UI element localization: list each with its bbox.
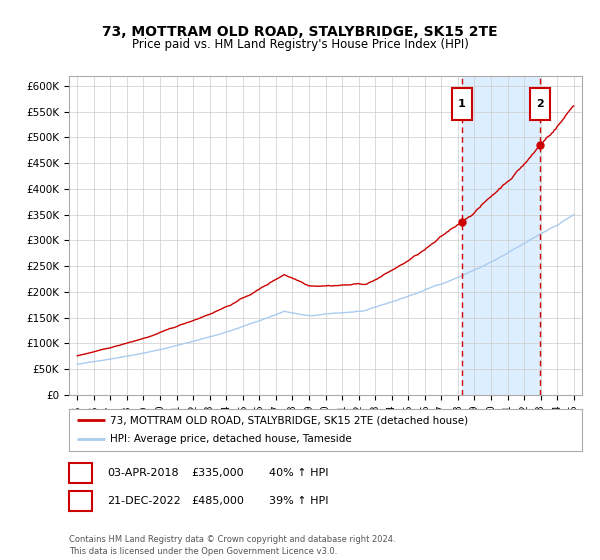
Text: 21-DEC-2022: 21-DEC-2022 [107,496,181,506]
Text: 39% ↑ HPI: 39% ↑ HPI [269,496,328,506]
Bar [462,76,540,395]
Text: 2: 2 [77,496,84,506]
FancyBboxPatch shape [452,88,472,120]
FancyBboxPatch shape [530,88,550,120]
Text: £485,000: £485,000 [191,496,244,506]
Text: 2: 2 [536,99,544,109]
Text: £335,000: £335,000 [191,468,244,478]
Text: 73, MOTTRAM OLD ROAD, STALYBRIDGE, SK15 2TE (detached house): 73, MOTTRAM OLD ROAD, STALYBRIDGE, SK15 … [110,415,468,425]
Text: Contains HM Land Registry data © Crown copyright and database right 2024.
This d: Contains HM Land Registry data © Crown c… [69,535,395,556]
Text: 1: 1 [77,468,84,478]
Text: Price paid vs. HM Land Registry's House Price Index (HPI): Price paid vs. HM Land Registry's House … [131,38,469,51]
Text: 1: 1 [458,99,466,109]
Text: HPI: Average price, detached house, Tameside: HPI: Average price, detached house, Tame… [110,435,352,445]
Text: 03-APR-2018: 03-APR-2018 [107,468,178,478]
Text: 73, MOTTRAM OLD ROAD, STALYBRIDGE, SK15 2TE: 73, MOTTRAM OLD ROAD, STALYBRIDGE, SK15 … [102,25,498,39]
Text: 40% ↑ HPI: 40% ↑ HPI [269,468,328,478]
